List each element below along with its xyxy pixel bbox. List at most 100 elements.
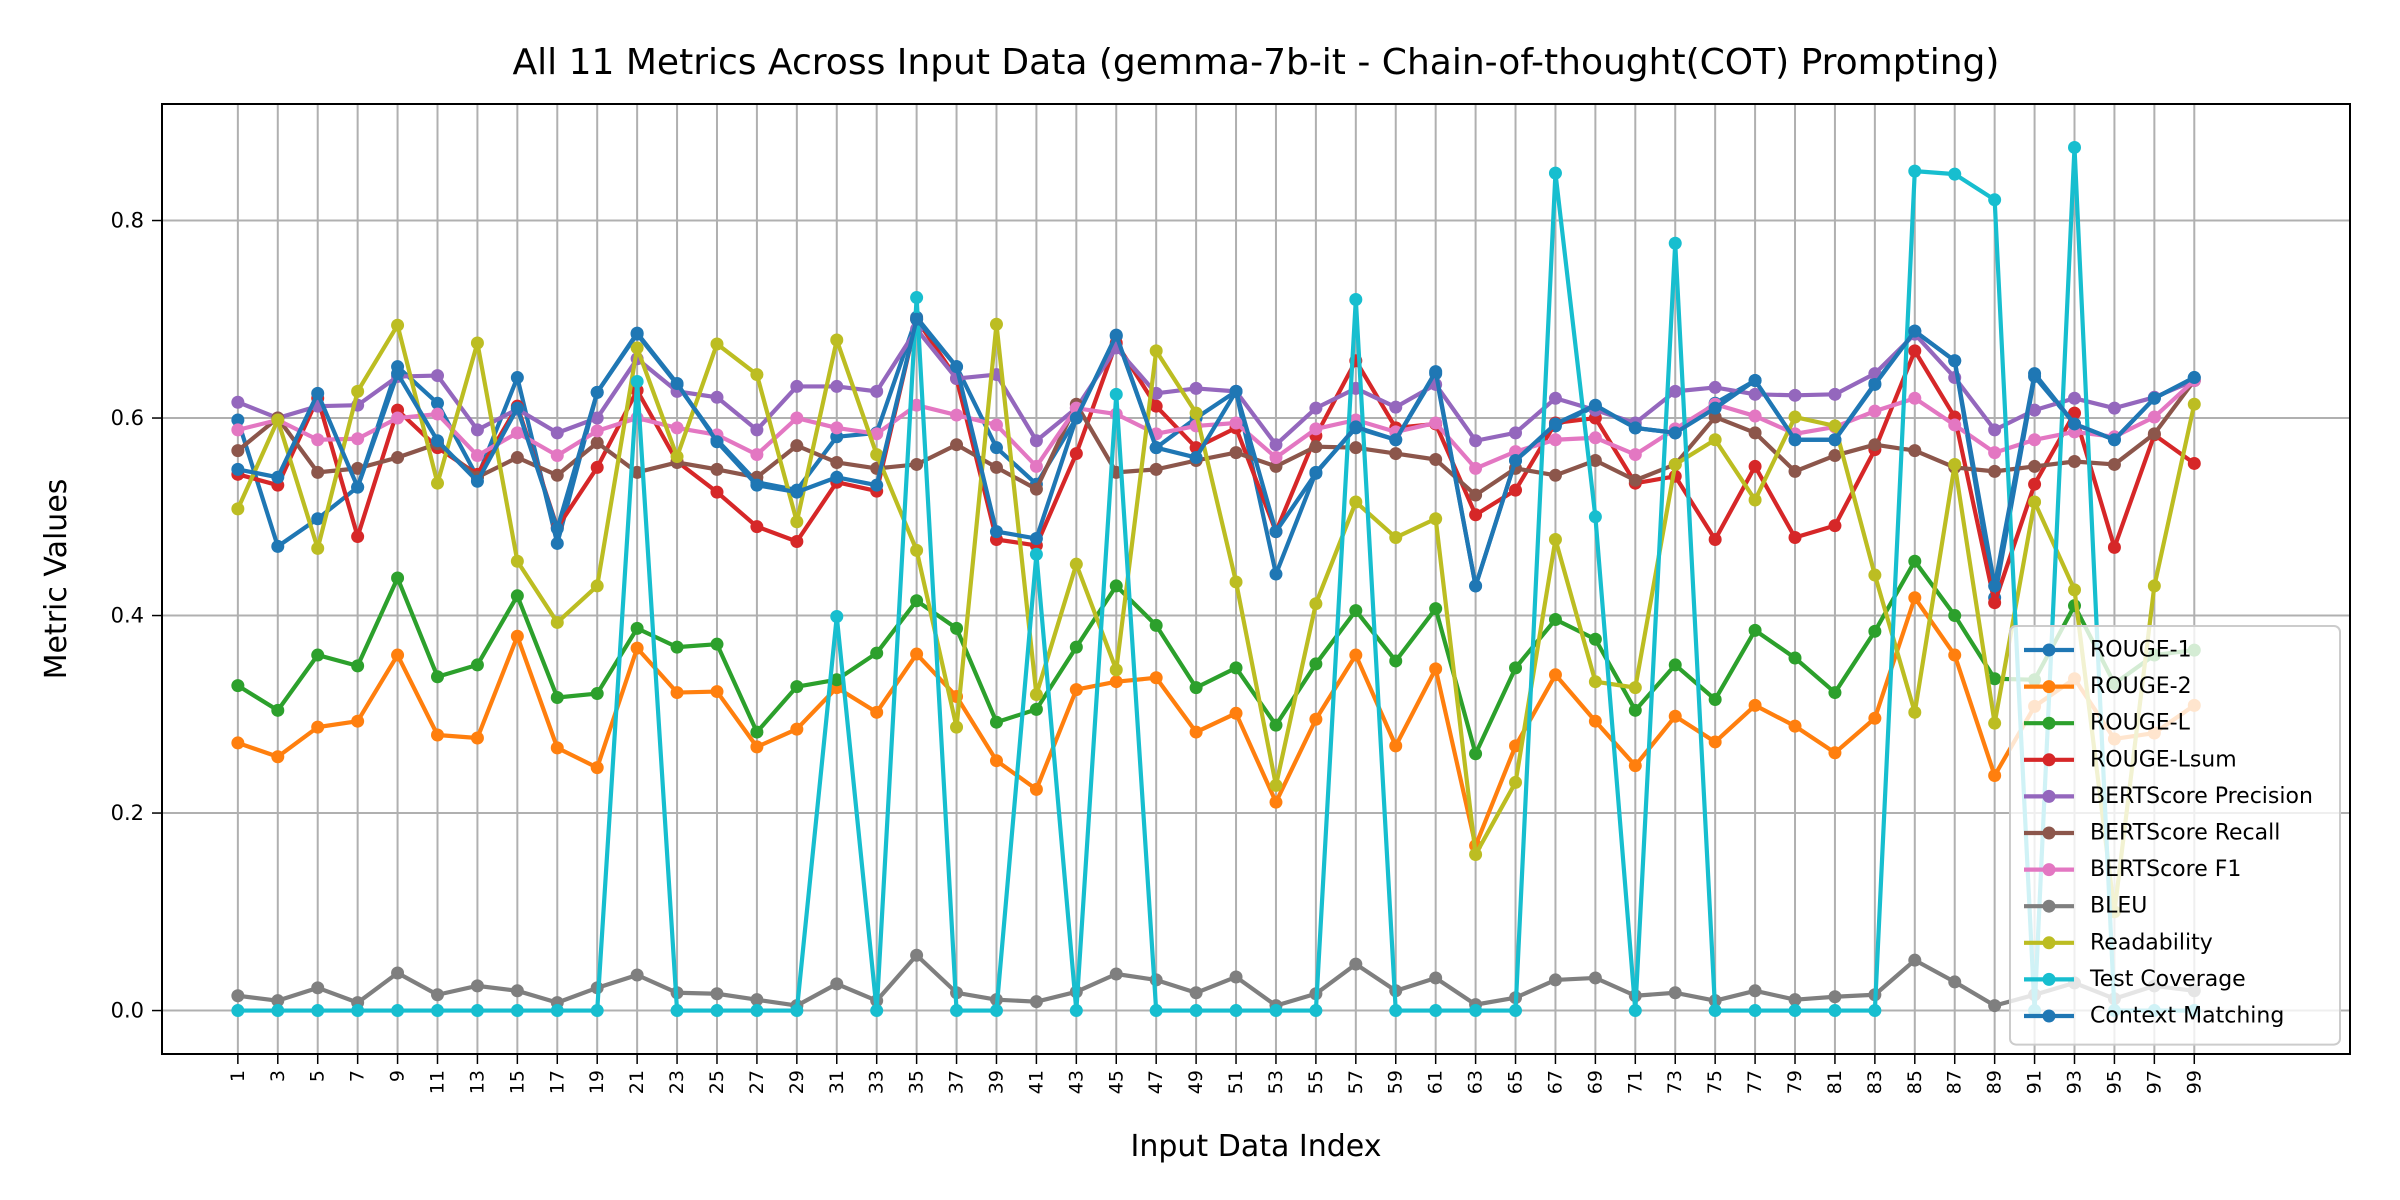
data-point [2028, 477, 2042, 491]
data-point [1708, 735, 1722, 749]
data-point [1988, 769, 2002, 783]
data-point [391, 1004, 405, 1018]
data-point [2107, 433, 2121, 447]
data-point [1189, 406, 1203, 420]
legend-swatch-marker [2042, 789, 2056, 803]
data-point [1349, 648, 1363, 662]
series-line [237, 317, 2196, 605]
data-point [1828, 1004, 1842, 1018]
legend-item: ROUGE-L [2024, 711, 2191, 736]
data-point [1429, 416, 1443, 430]
data-point [1269, 795, 1283, 809]
x-tick-label: 11 [426, 1070, 448, 1094]
legend-item: BERTScore Precision [2024, 784, 2313, 809]
data-point [1828, 387, 1842, 401]
data-point [1069, 683, 1083, 697]
x-tick-label: 71 [1624, 1070, 1646, 1094]
data-point [1309, 712, 1323, 726]
data-point [1548, 468, 1562, 482]
data-point [830, 470, 844, 484]
data-point [1309, 422, 1323, 436]
data-point [630, 621, 644, 635]
data-point [590, 436, 604, 450]
x-tick-label: 57 [1345, 1070, 1367, 1094]
x-tick-label: 51 [1225, 1070, 1247, 1094]
data-point [1588, 431, 1602, 445]
data-point [271, 1004, 285, 1018]
data-point [670, 376, 684, 390]
data-point [391, 966, 405, 980]
data-point [1509, 775, 1523, 789]
data-point [550, 426, 564, 440]
data-point [470, 449, 484, 463]
data-point [1628, 759, 1642, 773]
data-point [1948, 648, 1962, 662]
data-point [1828, 686, 1842, 700]
data-point [1469, 488, 1483, 502]
legend-swatch-marker [2042, 863, 2056, 877]
data-point [430, 728, 444, 742]
data-point [1548, 417, 1562, 431]
data-point [430, 988, 444, 1002]
data-point [1109, 967, 1123, 981]
data-point [1988, 596, 2002, 610]
legend-swatch-marker [2042, 716, 2056, 730]
data-point [750, 448, 764, 462]
data-point [470, 979, 484, 993]
legend-item: BERTScore F1 [2024, 857, 2241, 882]
data-point [790, 680, 804, 694]
data-point [1588, 510, 1602, 524]
data-point [1149, 618, 1163, 632]
data-point [1788, 410, 1802, 424]
series-line [236, 379, 2196, 498]
data-point [1868, 1004, 1882, 1018]
legend-item: ROUGE-Lsum [2024, 747, 2237, 772]
data-point [2187, 371, 2201, 385]
data-point [1229, 706, 1243, 720]
data-point [510, 371, 524, 385]
data-point [790, 534, 804, 548]
data-point [750, 368, 764, 382]
y-tick-label: 0.2 [111, 801, 144, 825]
data-point [1748, 623, 1762, 637]
x-tick-label: 15 [506, 1070, 528, 1094]
legend-swatch-marker [2042, 899, 2056, 913]
data-point [231, 679, 245, 693]
data-point [1029, 532, 1043, 546]
data-point [1509, 661, 1523, 675]
legend-label: Test Coverage [2089, 967, 2246, 992]
series-line [237, 595, 2196, 848]
data-point [1389, 433, 1403, 447]
data-point [670, 640, 684, 654]
data-point [870, 705, 884, 719]
data-point [1588, 675, 1602, 689]
legend-item: ROUGE-1 [2024, 638, 2192, 663]
data-point [710, 987, 724, 1001]
legend-swatch-marker [2042, 680, 2056, 694]
data-point [790, 722, 804, 736]
legend-label: ROUGE-L [2090, 711, 2191, 736]
data-point [1868, 404, 1882, 418]
x-tick-label: 3 [267, 1070, 289, 1082]
data-point [1868, 568, 1882, 582]
data-point [2028, 459, 2042, 473]
data-point [2107, 401, 2121, 415]
data-point [750, 423, 764, 437]
data-point [790, 485, 804, 499]
data-point [630, 968, 644, 982]
legend-item: Readability [2024, 930, 2213, 955]
data-point [790, 439, 804, 453]
data-point [430, 434, 444, 448]
data-point [1788, 464, 1802, 478]
data-point [311, 386, 325, 400]
data-point [630, 641, 644, 655]
data-point [1069, 557, 1083, 571]
data-point [1349, 495, 1363, 509]
legend-swatch-marker [2042, 826, 2056, 840]
data-point [2068, 417, 2082, 431]
x-tick-label: 85 [1904, 1070, 1926, 1094]
data-point [2028, 433, 2042, 447]
data-point [1269, 451, 1283, 465]
data-point [1748, 1004, 1762, 1018]
data-point [790, 379, 804, 393]
